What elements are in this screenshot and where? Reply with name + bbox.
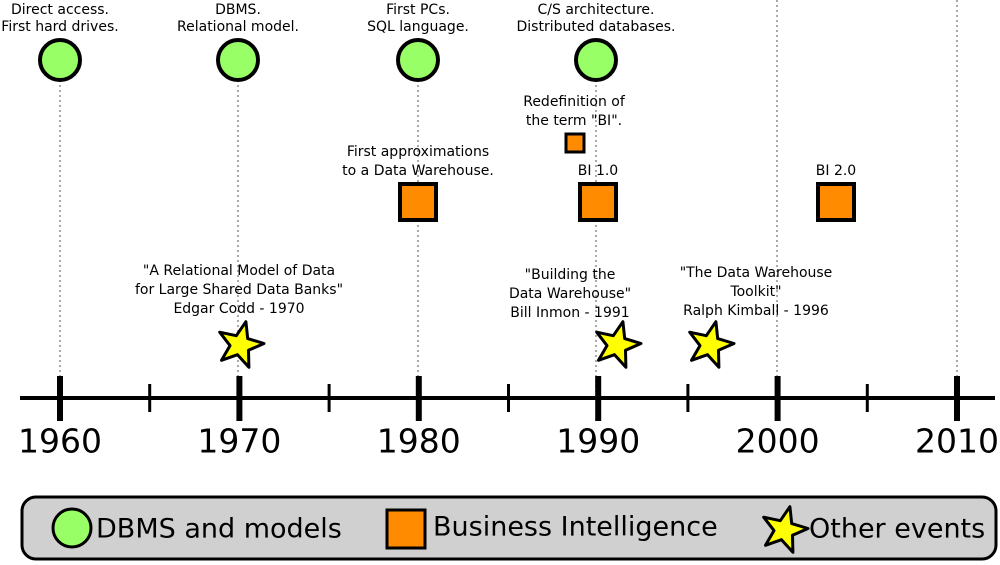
event-label: Redefinition of [523,94,626,110]
event-label: "The Data Warehouse [680,265,833,281]
legend-label: Other events [809,514,985,545]
legend-other-icon [762,505,810,554]
event-label: Data Warehouse" [509,286,631,302]
bi-marker [578,182,618,222]
event-label: to a Data Warehouse. [342,163,494,179]
event-label: DBMS. [215,2,261,18]
event-label: "A Relational Model of Data [143,263,335,279]
tick-label: 1970 [197,422,281,461]
event-label: Bill Inmon - 1991 [510,305,629,321]
event-label: Toolkit" [729,284,781,300]
legend-box [20,495,998,561]
event-label: BI 2.0 [816,163,856,179]
event-label: BI 1.0 [578,163,618,179]
tick-label: 2000 [736,422,820,461]
legend-dbms-icon [51,507,93,549]
tick-label: 2010 [915,422,999,461]
bi-marker [816,182,856,222]
tick-label: 1980 [377,422,461,461]
other-marker [595,320,643,369]
legend-bi-icon [385,508,427,550]
event-label: SQL language. [367,19,469,35]
event-label: for Large Shared Data Banks" [135,282,343,298]
dbms-marker [574,38,618,82]
event-label: Direct access. [11,2,109,18]
dbms-marker [38,38,82,82]
dbms-marker [216,38,260,82]
other-marker [218,320,266,369]
legend-label: DBMS and models [96,514,342,545]
tick-label: 1990 [556,422,640,461]
event-label: Edgar Codd - 1970 [173,301,304,317]
event-label: the term "BI". [526,113,622,129]
dbms-marker [396,38,440,82]
event-label: "Building the [525,267,616,283]
event-label: Ralph Kimball - 1996 [683,303,829,319]
other-marker [688,320,736,369]
event-label: First approximations [347,144,489,160]
event-label: Distributed databases. [517,19,676,35]
event-label: First hard drives. [1,19,118,35]
tick-label: 1960 [18,422,102,461]
event-label: Relational model. [177,19,299,35]
bi-marker [564,132,586,154]
event-label: C/S architecture. [538,2,655,18]
event-label: First PCs. [386,2,450,18]
legend-label: Business Intelligence [433,512,718,543]
bi-marker [398,182,438,222]
